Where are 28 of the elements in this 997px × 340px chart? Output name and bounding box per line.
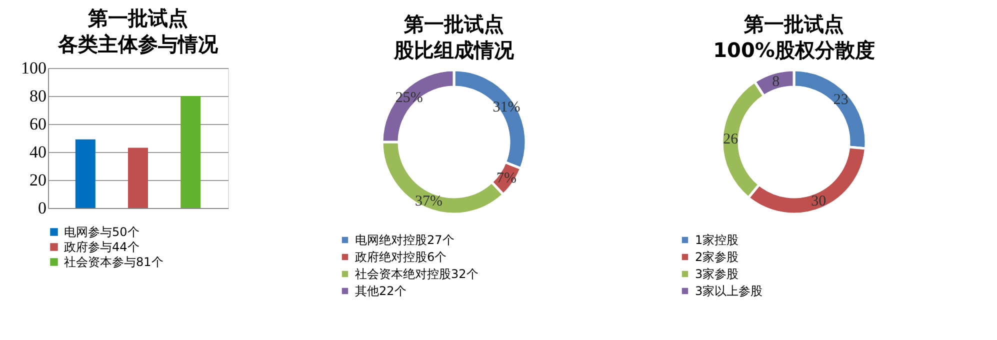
y-tick-label: 60: [30, 114, 46, 134]
chart-title: 第一批试点各类主体参与情况: [57, 6, 219, 56]
y-tick-label: 20: [30, 170, 46, 190]
legend-label: 2家参股: [695, 250, 739, 264]
legend-label: 政府绝对控股6个: [355, 250, 447, 264]
legend-label: 3家参股: [695, 267, 739, 281]
legend-label: 社会资本参与81个: [64, 255, 164, 269]
chart-title: 第一批试点100%股权分散度: [713, 12, 875, 62]
bar: [128, 148, 148, 208]
y-tick-label: 40: [30, 142, 46, 162]
legend-label: 其他22个: [355, 284, 406, 298]
legend-label: 电网参与50个: [64, 225, 140, 239]
data-label: 8: [772, 74, 780, 90]
y-tick-label: 100: [21, 58, 46, 78]
data-label: 23: [833, 92, 848, 108]
data-label: 26: [723, 132, 739, 148]
bar: [180, 96, 201, 208]
data-label: 37%: [415, 193, 443, 210]
legend-label: 社会资本绝对控股32个: [355, 267, 478, 281]
legend-label: 1家控股: [695, 233, 739, 247]
bar: [75, 139, 96, 208]
data-label: 30: [811, 194, 826, 210]
y-tick-label: 0: [38, 198, 46, 218]
chart-title: 第一批试点股比组成情况: [393, 12, 515, 62]
legend-label: 政府参与44个: [64, 240, 140, 254]
legend-label: 3家以上参股: [695, 284, 763, 298]
legend-label: 电网绝对控股27个: [355, 233, 454, 247]
y-tick-label: 80: [30, 86, 46, 106]
